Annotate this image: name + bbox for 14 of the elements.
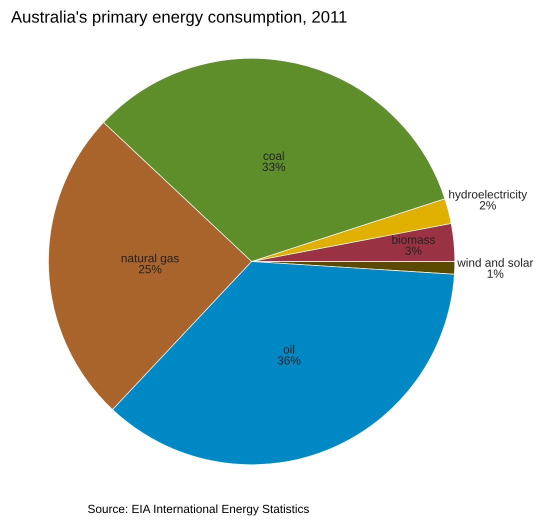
data-label: 1% (488, 270, 504, 278)
slice-label: wind and solar (457, 258, 534, 267)
data-label: 36% (278, 356, 300, 365)
slice-label: biomass (392, 235, 435, 244)
source-note: Source: EIA International Energy Statistics (88, 504, 309, 516)
slice-label: coal (263, 151, 284, 160)
chart-title: Australia's primary energy consumption, 2011 (10, 10, 347, 26)
data-label: 33% (262, 162, 286, 172)
data-label: 25% (138, 265, 162, 274)
data-label: 2% (480, 201, 496, 210)
slice-label: natural gas (122, 254, 179, 265)
slice-label: hydroelectricity (449, 190, 528, 201)
slice-label: oil (284, 344, 294, 354)
data-label: 3% (405, 246, 422, 255)
